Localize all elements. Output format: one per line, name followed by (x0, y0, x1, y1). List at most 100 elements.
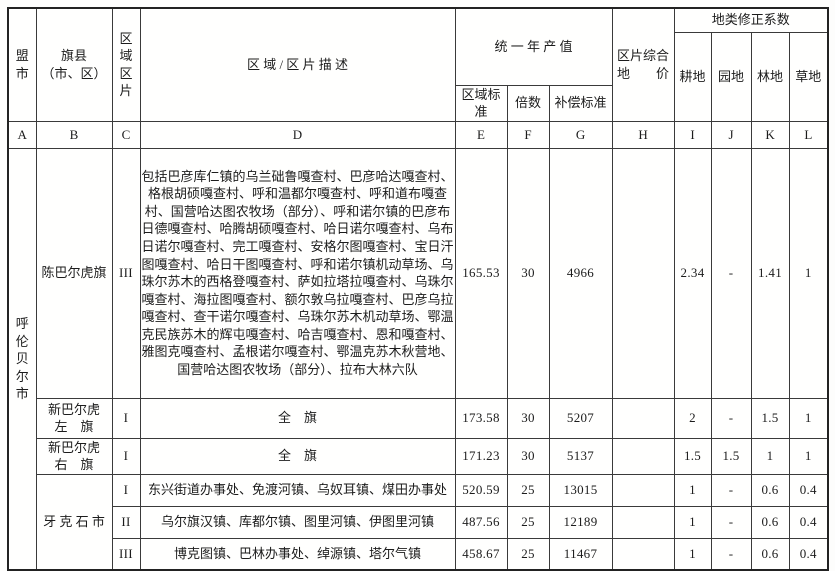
cell-forest: 1.5 (750, 397, 790, 439)
cell-zone-price (611, 537, 675, 571)
column-letter: A (7, 120, 37, 149)
cell-grass: 0.4 (788, 505, 829, 539)
cell-multiplier: 30 (506, 397, 550, 439)
column-letter: E (454, 120, 508, 149)
cell-forest: 1 (750, 437, 790, 475)
header-garden-land: 园地 (710, 31, 752, 122)
cell-cultivated: 1 (673, 473, 712, 507)
land-compensation-table: 盟 市 旗县 （市、区） 区 域 区 片 区 域 / 区 片 描 述 统 一 年… (7, 7, 830, 571)
cell-banner: 牙 克 石 市 (35, 473, 113, 571)
cell-regional-standard: 171.23 (454, 437, 508, 475)
cell-zone: III (111, 147, 141, 399)
cell-regional-standard: 520.59 (454, 473, 508, 507)
cell-description: 博克图镇、巴林办事处、绰源镇、塔尔气镇 (139, 537, 456, 571)
cell-forest: 0.6 (750, 537, 790, 571)
header-multiplier: 倍数 (506, 84, 550, 122)
cell-compensation-standard: 13015 (548, 473, 613, 507)
cell-multiplier: 25 (506, 505, 550, 539)
column-letter: H (611, 120, 675, 149)
cell-league-city: 呼 伦 贝 尔 市 (7, 147, 37, 571)
table-row: III 博克图镇、巴林办事处、绰源镇、塔尔气镇 458.67 25 11467 … (8, 537, 829, 571)
cell-zone-price (611, 505, 675, 539)
cell-zone-price (611, 437, 675, 475)
cell-garden: - (710, 537, 752, 571)
cell-garden: - (710, 505, 752, 539)
cell-regional-standard: 487.56 (454, 505, 508, 539)
cell-zone-price (611, 147, 675, 399)
cell-garden: - (710, 147, 752, 399)
cell-zone: I (111, 437, 141, 475)
cell-cultivated: 1 (673, 505, 712, 539)
cell-description: 全 旗 (139, 397, 456, 439)
header-row-1: 盟 市 旗县 （市、区） 区 域 区 片 区 域 / 区 片 描 述 统 一 年… (7, 7, 829, 122)
table-row: II 乌尔旗汉镇、库都尔镇、图里河镇、伊图里河镇 487.56 25 12189… (8, 505, 829, 539)
table-row: 新巴尔虎 右 旗 I 全 旗 171.23 30 5137 1.5 1.5 1 … (8, 437, 829, 475)
cell-compensation-standard: 5137 (548, 437, 613, 475)
cell-compensation-standard: 12189 (548, 505, 613, 539)
cell-description: 乌尔旗汉镇、库都尔镇、图里河镇、伊图里河镇 (139, 505, 456, 539)
table-row: 呼 伦 贝 尔 市 陈巴尔虎旗 III 包括巴彦库仁镇的乌兰础鲁嘎查村、巴彦哈达… (7, 147, 829, 571)
header-land-type-correction: 地类修正系数 (673, 7, 829, 33)
cell-zone: III (111, 537, 141, 571)
cell-regional-standard: 165.53 (454, 147, 508, 399)
cell-zone: I (111, 397, 141, 439)
cell-multiplier: 25 (506, 537, 550, 571)
column-letter: G (548, 120, 613, 149)
header-compensation-standard: 补偿标准 (548, 84, 613, 122)
header-row-2: 耕地 园地 林地 草地 (8, 31, 829, 122)
cell-garden: - (710, 397, 752, 439)
column-letter: D (139, 120, 456, 149)
cell-description: 包括巴彦库仁镇的乌兰础鲁嘎查村、巴彦哈达嘎查村、格根胡硕嘎查村、呼和温都尔嘎查村… (139, 147, 456, 399)
cell-description: 全 旗 (139, 437, 456, 475)
cell-cultivated: 1.5 (673, 437, 712, 475)
header-zone: 区 域 区 片 (111, 7, 141, 122)
header-zone-description: 区 域 / 区 片 描 述 (139, 7, 456, 122)
header-unified-annual-output: 统 一 年 产 值 (454, 7, 613, 86)
table-row: 牙 克 石 市 I 东兴街道办事处、免渡河镇、乌奴耳镇、煤田办事处 520.59… (8, 473, 829, 571)
cell-banner: 陈巴尔虎旗 (35, 147, 113, 399)
header-grassland: 草地 (788, 31, 829, 122)
header-cultivated-land: 耕地 (673, 31, 712, 122)
cell-grass: 0.4 (788, 473, 829, 507)
header-zone-comprehensive-price: 区片综合 地 价 (611, 7, 675, 122)
column-letter: L (788, 120, 829, 149)
cell-zone-price (611, 473, 675, 507)
cell-forest: 1.41 (750, 147, 790, 399)
cell-cultivated: 1 (673, 537, 712, 571)
header-row-3: 区域标准 倍数 补偿标准 (8, 84, 828, 122)
header-league-city: 盟 市 (7, 7, 37, 122)
cell-zone-price (611, 397, 675, 439)
column-letter: I (673, 120, 712, 149)
table-row: 新巴尔虎 左 旗 I 全 旗 173.58 30 5207 2 - 1.5 1 (8, 397, 829, 439)
column-letter: F (506, 120, 550, 149)
column-letter: J (710, 120, 752, 149)
cell-cultivated: 2.34 (673, 147, 712, 399)
column-letter: B (35, 120, 113, 149)
cell-grass: 1 (788, 437, 829, 475)
cell-zone: II (111, 505, 141, 539)
column-letter: C (111, 120, 141, 149)
cell-cultivated: 2 (673, 397, 712, 439)
cell-garden: 1.5 (710, 437, 752, 475)
column-letter: K (750, 120, 790, 149)
header-regional-standard: 区域标准 (454, 84, 508, 122)
cell-grass: 0.4 (788, 537, 829, 571)
header-forest-land: 林地 (750, 31, 790, 122)
cell-banner: 新巴尔虎 右 旗 (35, 437, 113, 475)
cell-garden: - (710, 473, 752, 507)
cell-compensation-standard: 4966 (548, 147, 613, 399)
cell-multiplier: 30 (506, 437, 550, 475)
column-letter-row: A B C D E F G H I J K L (7, 120, 829, 149)
cell-description: 东兴街道办事处、免渡河镇、乌奴耳镇、煤田办事处 (139, 473, 456, 507)
cell-regional-standard: 173.58 (454, 397, 508, 439)
cell-compensation-standard: 5207 (548, 397, 613, 439)
cell-grass: 1 (788, 397, 829, 439)
cell-compensation-standard: 11467 (548, 537, 613, 571)
cell-multiplier: 30 (506, 147, 550, 399)
cell-forest: 0.6 (750, 505, 790, 539)
cell-forest: 0.6 (750, 473, 790, 507)
cell-banner: 新巴尔虎 左 旗 (35, 397, 113, 439)
cell-multiplier: 25 (506, 473, 550, 507)
header-banner-county: 旗县 （市、区） (35, 7, 113, 122)
